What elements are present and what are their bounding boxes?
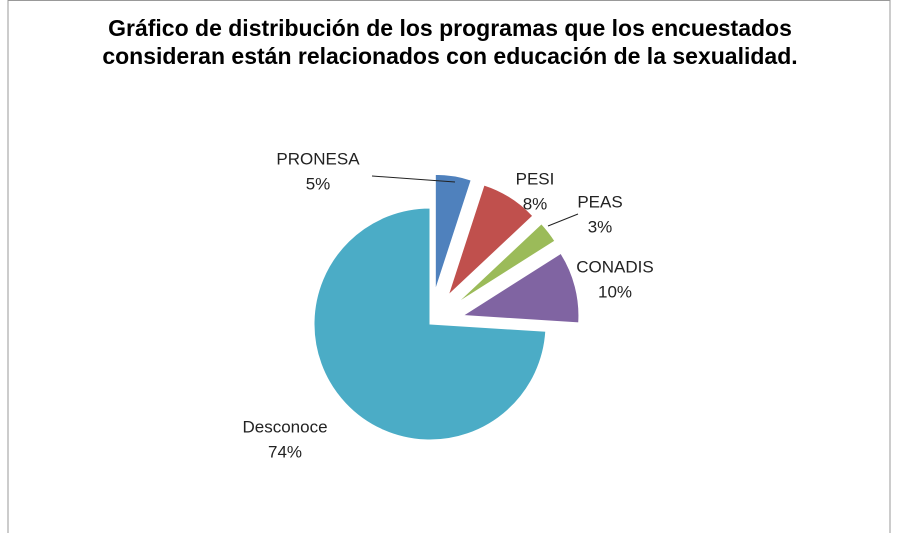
pie-slice [313, 207, 547, 441]
slice-value-label: 10% [598, 282, 632, 301]
slice-label: CONADIS [576, 257, 653, 276]
slice-value-label: 5% [306, 174, 331, 193]
slice-value-label: 3% [588, 217, 613, 236]
slice-label: PRONESA [276, 149, 360, 168]
pie-slice [434, 173, 472, 291]
pie-slice [447, 184, 534, 296]
pie-slice [461, 252, 580, 324]
leader-line [371, 175, 456, 183]
slice-value-label: 8% [523, 194, 548, 213]
slice-label: Desconoce [242, 417, 327, 436]
pie-slice [456, 223, 556, 304]
slice-label: PESI [516, 169, 555, 188]
chart-title: Gráfico de distribución de los programas… [102, 15, 798, 69]
slice-value-label: 74% [268, 442, 302, 461]
slice-label: PEAS [577, 192, 622, 211]
chart-border [7, 0, 891, 533]
leader-line [547, 213, 579, 227]
